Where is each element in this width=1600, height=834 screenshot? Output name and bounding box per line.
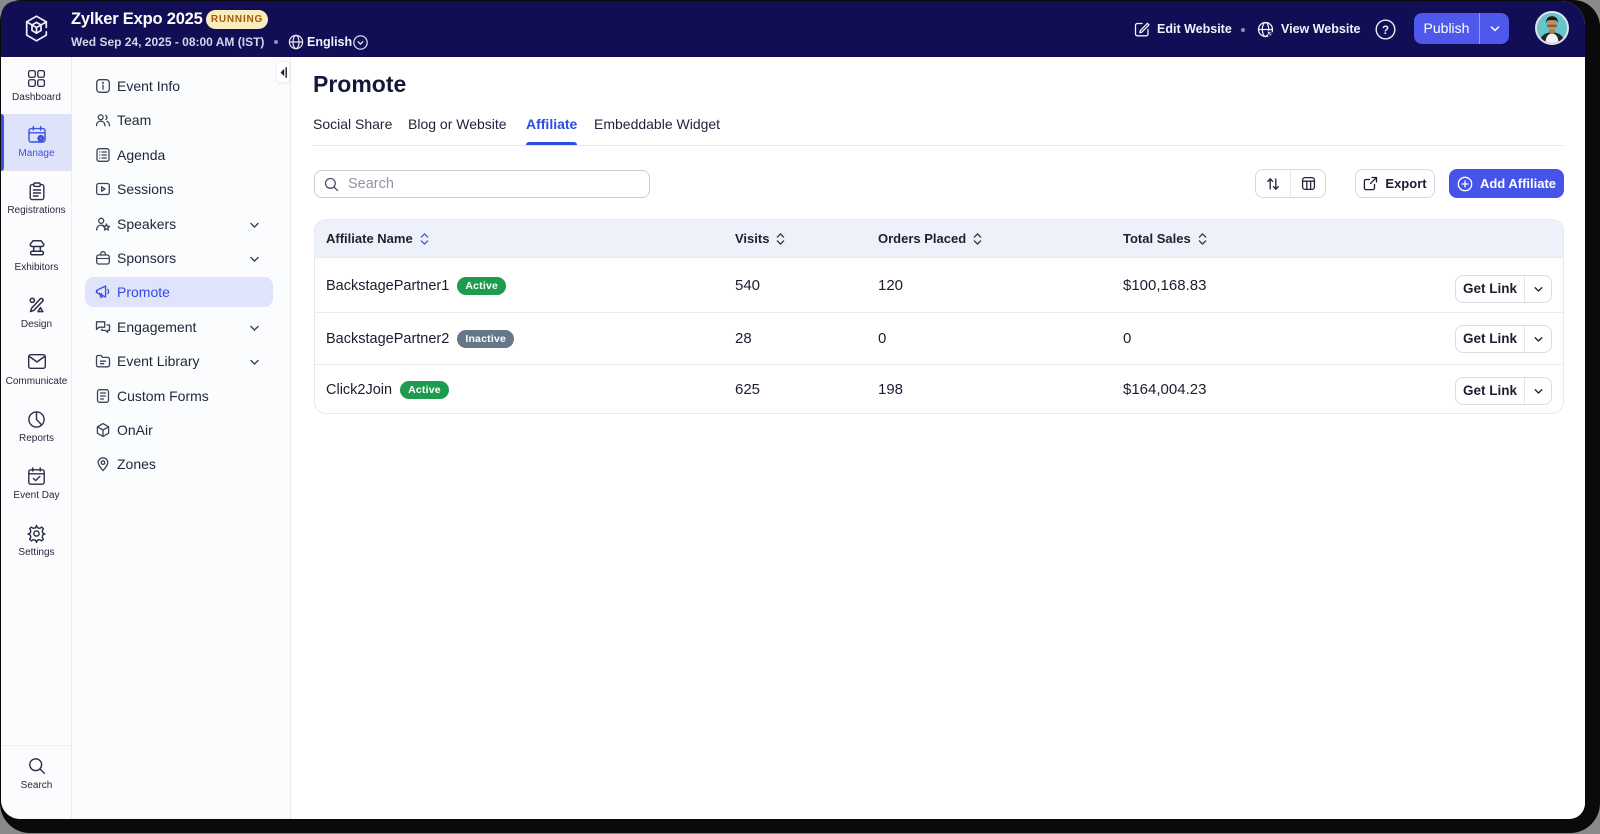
svg-text:?: ?: [1382, 25, 1389, 37]
